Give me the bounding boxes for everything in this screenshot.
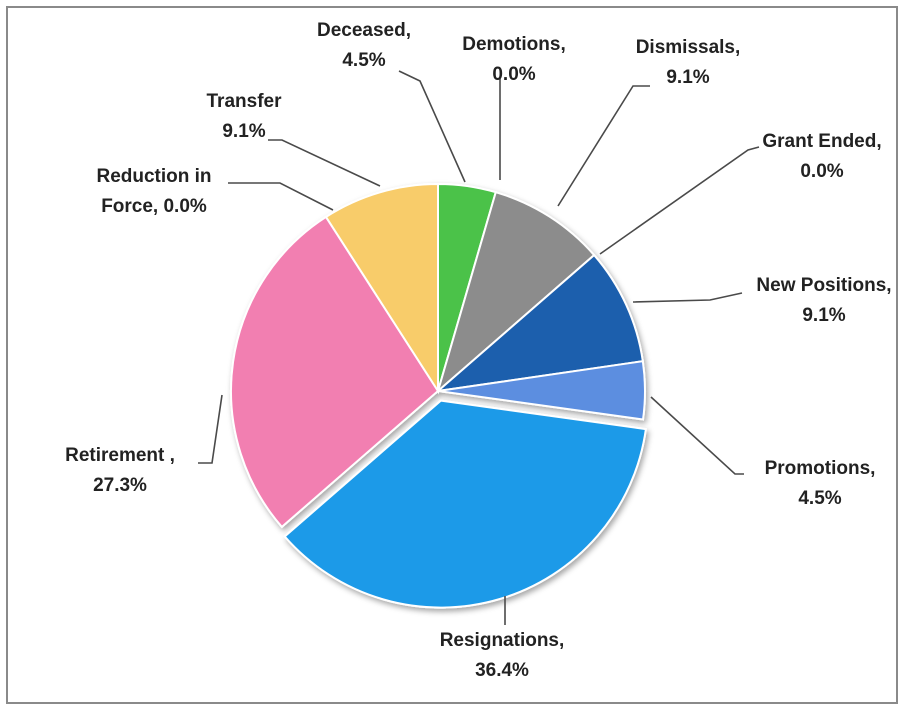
pie-slice-retirement <box>230 215 440 529</box>
slice-label-promotions: Promotions, 4.5% <box>765 458 876 509</box>
slice-label-retirement: Retirement , 27.3% <box>65 445 175 496</box>
leader-line-promotions <box>650 396 744 475</box>
slice-label-demotions: Demotions, 0.0% <box>462 34 565 85</box>
leader-line-grant-ended <box>599 146 760 255</box>
pie-slice-promotions <box>437 360 646 421</box>
leader-line-new-positions <box>632 292 743 303</box>
slice-label-reduction-in-force: Reduction in Force, 0.0% <box>96 166 211 217</box>
slice-label-dismissals: Dismissals, 9.1% <box>636 37 741 88</box>
slice-label-new-positions: New Positions, 9.1% <box>756 275 891 326</box>
pie-slice-resignations <box>283 399 648 609</box>
leader-line-transfer <box>268 139 381 187</box>
pie-slice-dismissals <box>436 190 596 394</box>
slice-label-transfer: Transfer 9.1% <box>207 91 283 142</box>
leader-line-deceased <box>398 70 466 183</box>
pie-slice-new-positions <box>434 253 644 393</box>
leader-line-retirement <box>198 394 223 464</box>
slice-label-resignations: Resignations, 36.4% <box>440 630 565 681</box>
leader-line-reduction-in-force <box>228 182 334 211</box>
leader-line-dismissals <box>557 85 650 207</box>
pie-slice-transfer <box>324 182 439 395</box>
slice-label-grant-ended: Grant Ended, 0.0% <box>762 131 881 182</box>
slice-label-deceased: Deceased, 4.5% <box>317 20 411 71</box>
